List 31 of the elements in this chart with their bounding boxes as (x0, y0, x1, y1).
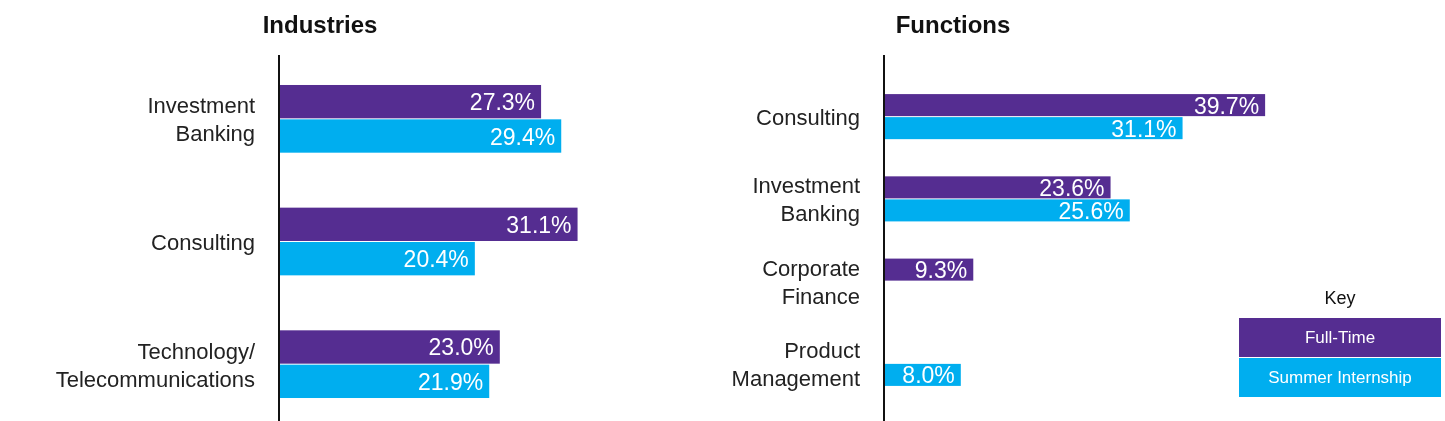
legend-title: Key (1324, 288, 1356, 308)
bar (884, 199, 1130, 222)
data-label: 9.3% (914, 257, 968, 284)
text: Full-Time (1304, 328, 1376, 347)
data-label: 8.0% (902, 362, 955, 389)
data-label: 20.4% (403, 246, 469, 273)
data-label: 29.4% (490, 123, 556, 150)
y-tick-label: Consulting (151, 230, 255, 255)
data-label: 31.1% (506, 211, 572, 238)
bar (279, 242, 475, 276)
data-label: 39.7% (1193, 92, 1260, 119)
y-tick-label: Investment Banking (147, 93, 255, 147)
data-label: 23.0% (428, 334, 494, 361)
y-tick-label: Investment Banking (752, 173, 860, 227)
text: Summer Internship (1268, 368, 1412, 387)
data-label: 21.9% (418, 368, 484, 395)
y-tick-label: Corporate Finance (762, 255, 860, 309)
bar (279, 207, 578, 241)
y-tick-label: Product Management (731, 337, 860, 391)
bar (884, 117, 1183, 140)
bar (279, 330, 500, 364)
data-label: 31.1% (1111, 115, 1177, 142)
data-label: 27.3% (469, 89, 536, 116)
bar (279, 84, 542, 119)
bar (279, 364, 490, 399)
bar (279, 119, 562, 153)
y-tick-label: Technology/Telecommunications (55, 338, 256, 392)
y-tick-label: Consulting (756, 105, 860, 131)
bar (884, 94, 1266, 117)
chart-title: Functions (895, 11, 1011, 38)
chart-title: Industries (262, 11, 378, 38)
